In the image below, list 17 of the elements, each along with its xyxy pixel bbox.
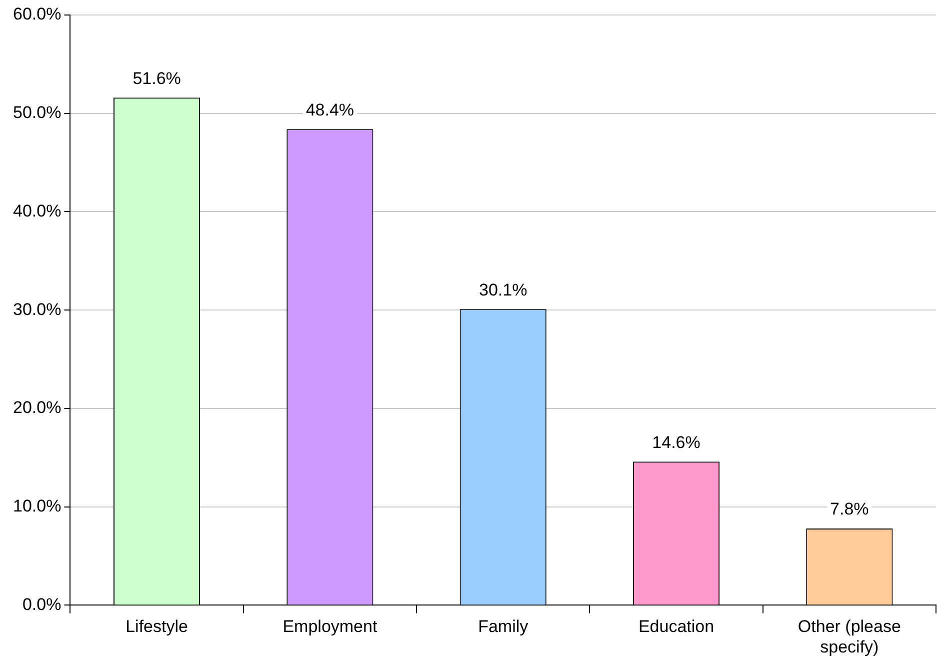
y-tick-label: 0.0% bbox=[22, 594, 62, 614]
data-label: 7.8% bbox=[830, 500, 869, 519]
data-label: 48.4% bbox=[306, 100, 354, 120]
y-tick-label: 60.0% bbox=[13, 4, 62, 24]
x-tick-label: Other (please specify) bbox=[798, 617, 901, 656]
y-tick-label: 30.0% bbox=[13, 300, 62, 319]
data-label: 30.1% bbox=[479, 280, 528, 300]
data-label: 14.6% bbox=[652, 432, 700, 452]
y-tick-label: 10.0% bbox=[13, 496, 62, 516]
y-tick-label: 50.0% bbox=[13, 103, 62, 122]
x-tick-label: Lifestyle bbox=[126, 617, 188, 636]
x-tick-label: Education bbox=[638, 617, 714, 636]
x-tick-label: Employment bbox=[282, 617, 378, 636]
x-tick-label: Family bbox=[478, 617, 529, 636]
data-label: 51.6% bbox=[132, 68, 181, 88]
y-tick-label: 40.0% bbox=[13, 201, 62, 220]
y-tick-label: 20.0% bbox=[13, 398, 62, 418]
